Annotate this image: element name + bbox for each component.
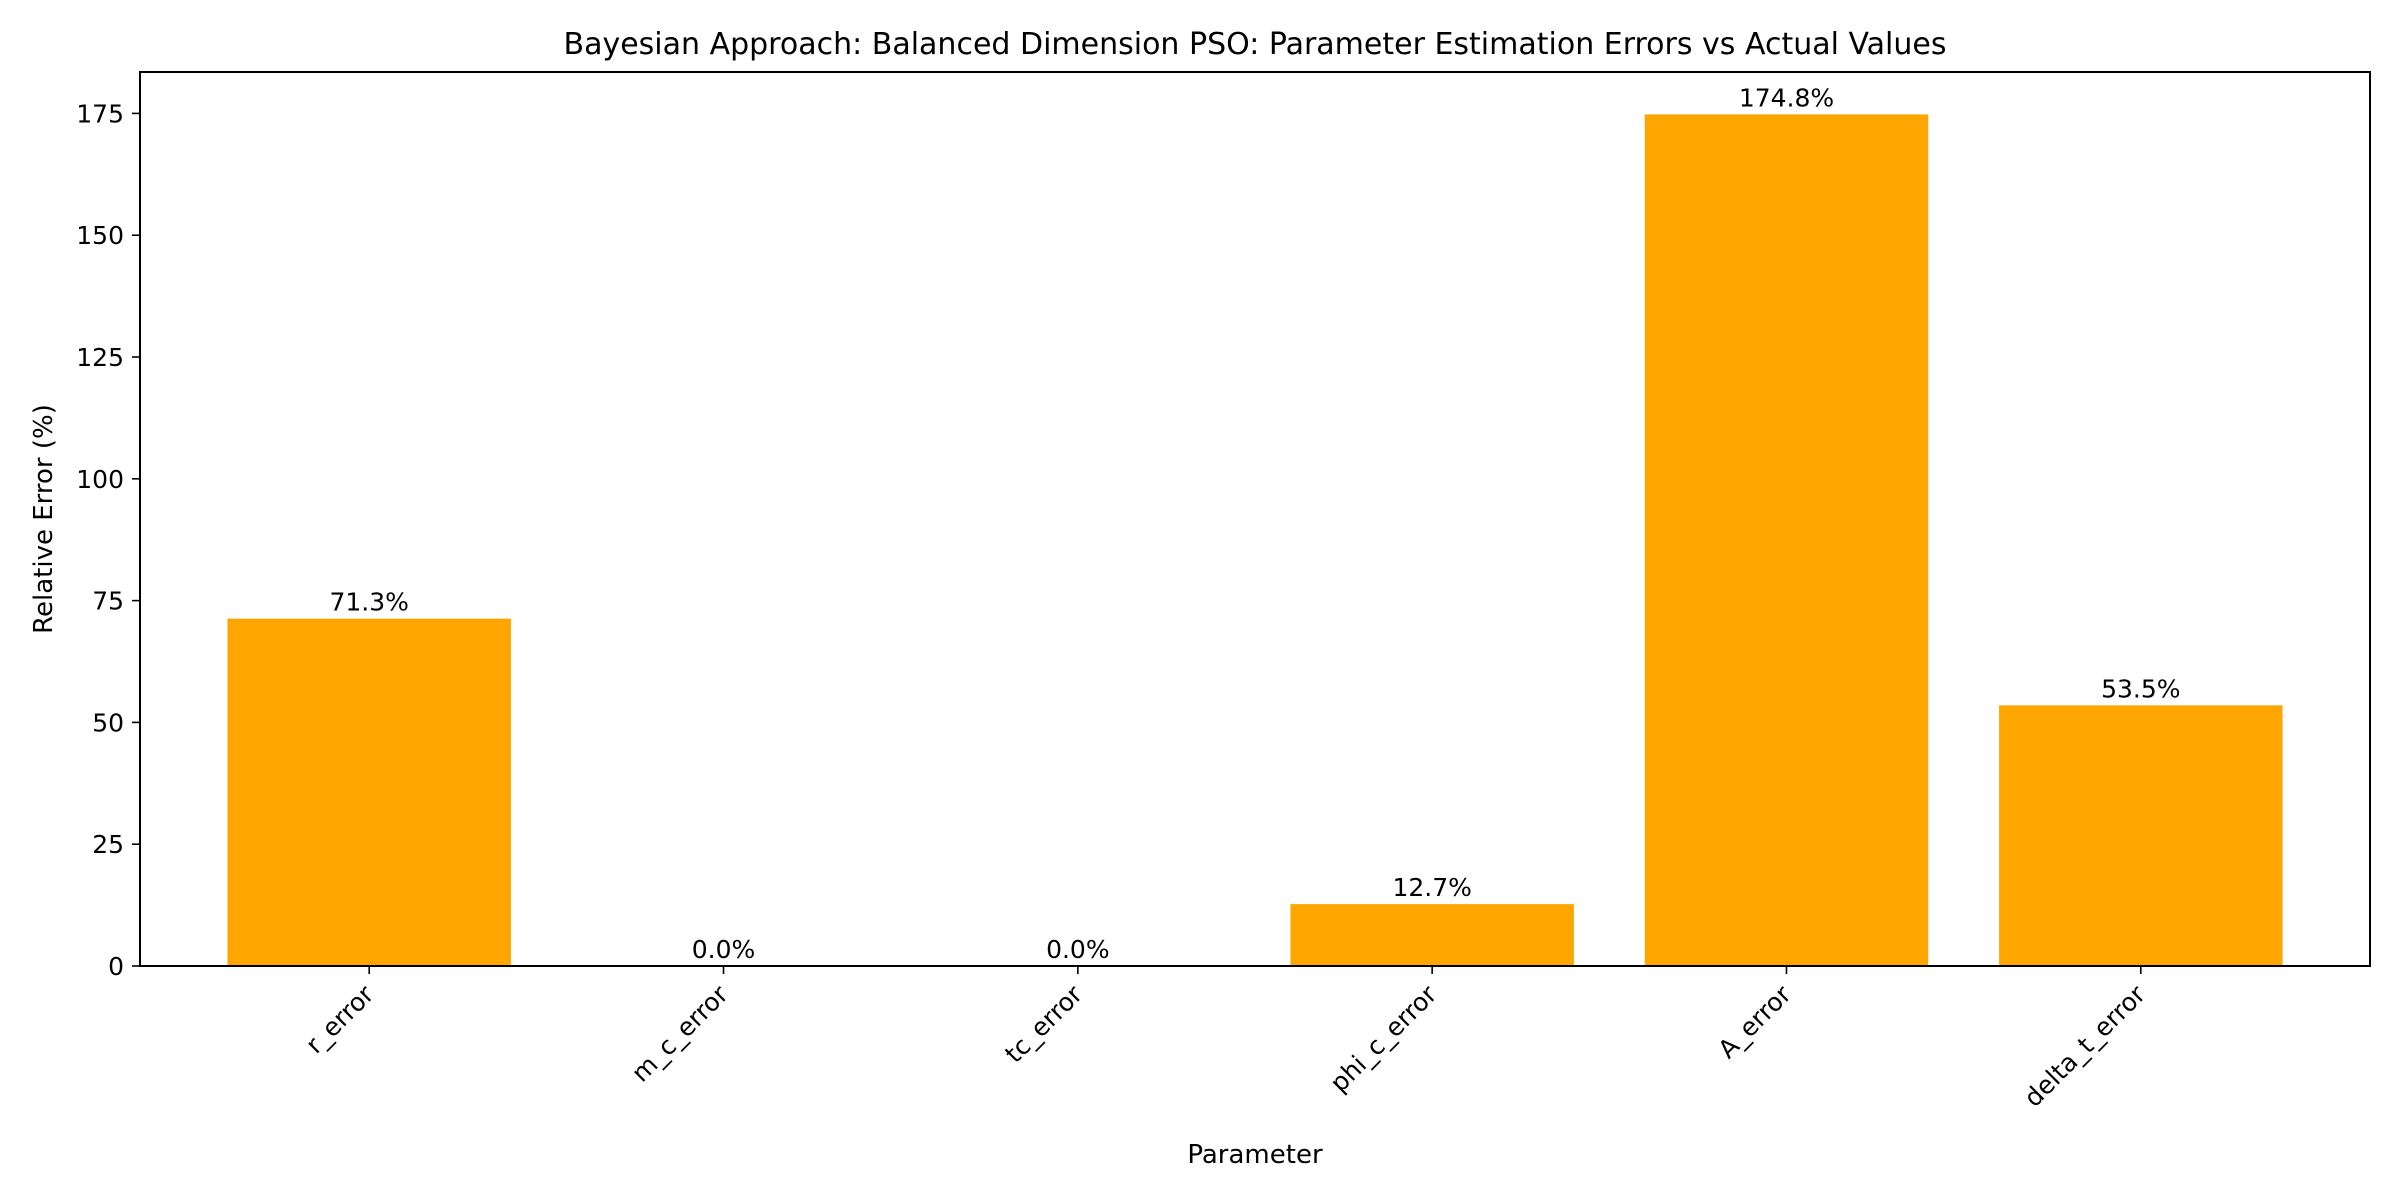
data-label-m-c-error: 0.0%	[692, 935, 756, 964]
y-tick-label: 125	[76, 343, 124, 372]
data-label-delta-t-error: 53.5%	[2101, 674, 2180, 703]
bar-phi-c-error	[1290, 904, 1574, 966]
y-tick-label: 25	[92, 830, 124, 859]
bar-delta-t-error	[1999, 705, 2283, 966]
chart-title: Bayesian Approach: Balanced Dimension PS…	[564, 27, 1947, 62]
data-label-tc-error: 0.0%	[1046, 935, 1110, 964]
y-tick-label: 0	[108, 952, 124, 981]
bar-r-error	[227, 618, 511, 966]
y-tick-label: 175	[76, 99, 124, 128]
data-labels-layer: 71.3% 0.0% 0.0% 12.7% 174.8% 53.5%	[329, 83, 2180, 964]
data-label-r-error: 71.3%	[329, 588, 408, 617]
y-tick-label: 100	[76, 465, 124, 494]
plot-frame	[139, 71, 2371, 967]
data-label-A-error: 174.8%	[1739, 83, 1834, 112]
bars-layer	[227, 114, 2283, 966]
bar-A-error	[1644, 114, 1929, 966]
y-tick-label: 150	[76, 221, 124, 250]
x-axis-label: Parameter	[1187, 1140, 1323, 1170]
y-axis-label: Relative Error (%)	[29, 404, 59, 634]
y-axis: 0 25 50 75 100 125 150 175	[76, 99, 140, 981]
y-tick-label: 75	[92, 587, 124, 616]
data-label-phi-c-error: 12.7%	[1392, 873, 1471, 902]
y-tick-label: 50	[92, 708, 124, 737]
